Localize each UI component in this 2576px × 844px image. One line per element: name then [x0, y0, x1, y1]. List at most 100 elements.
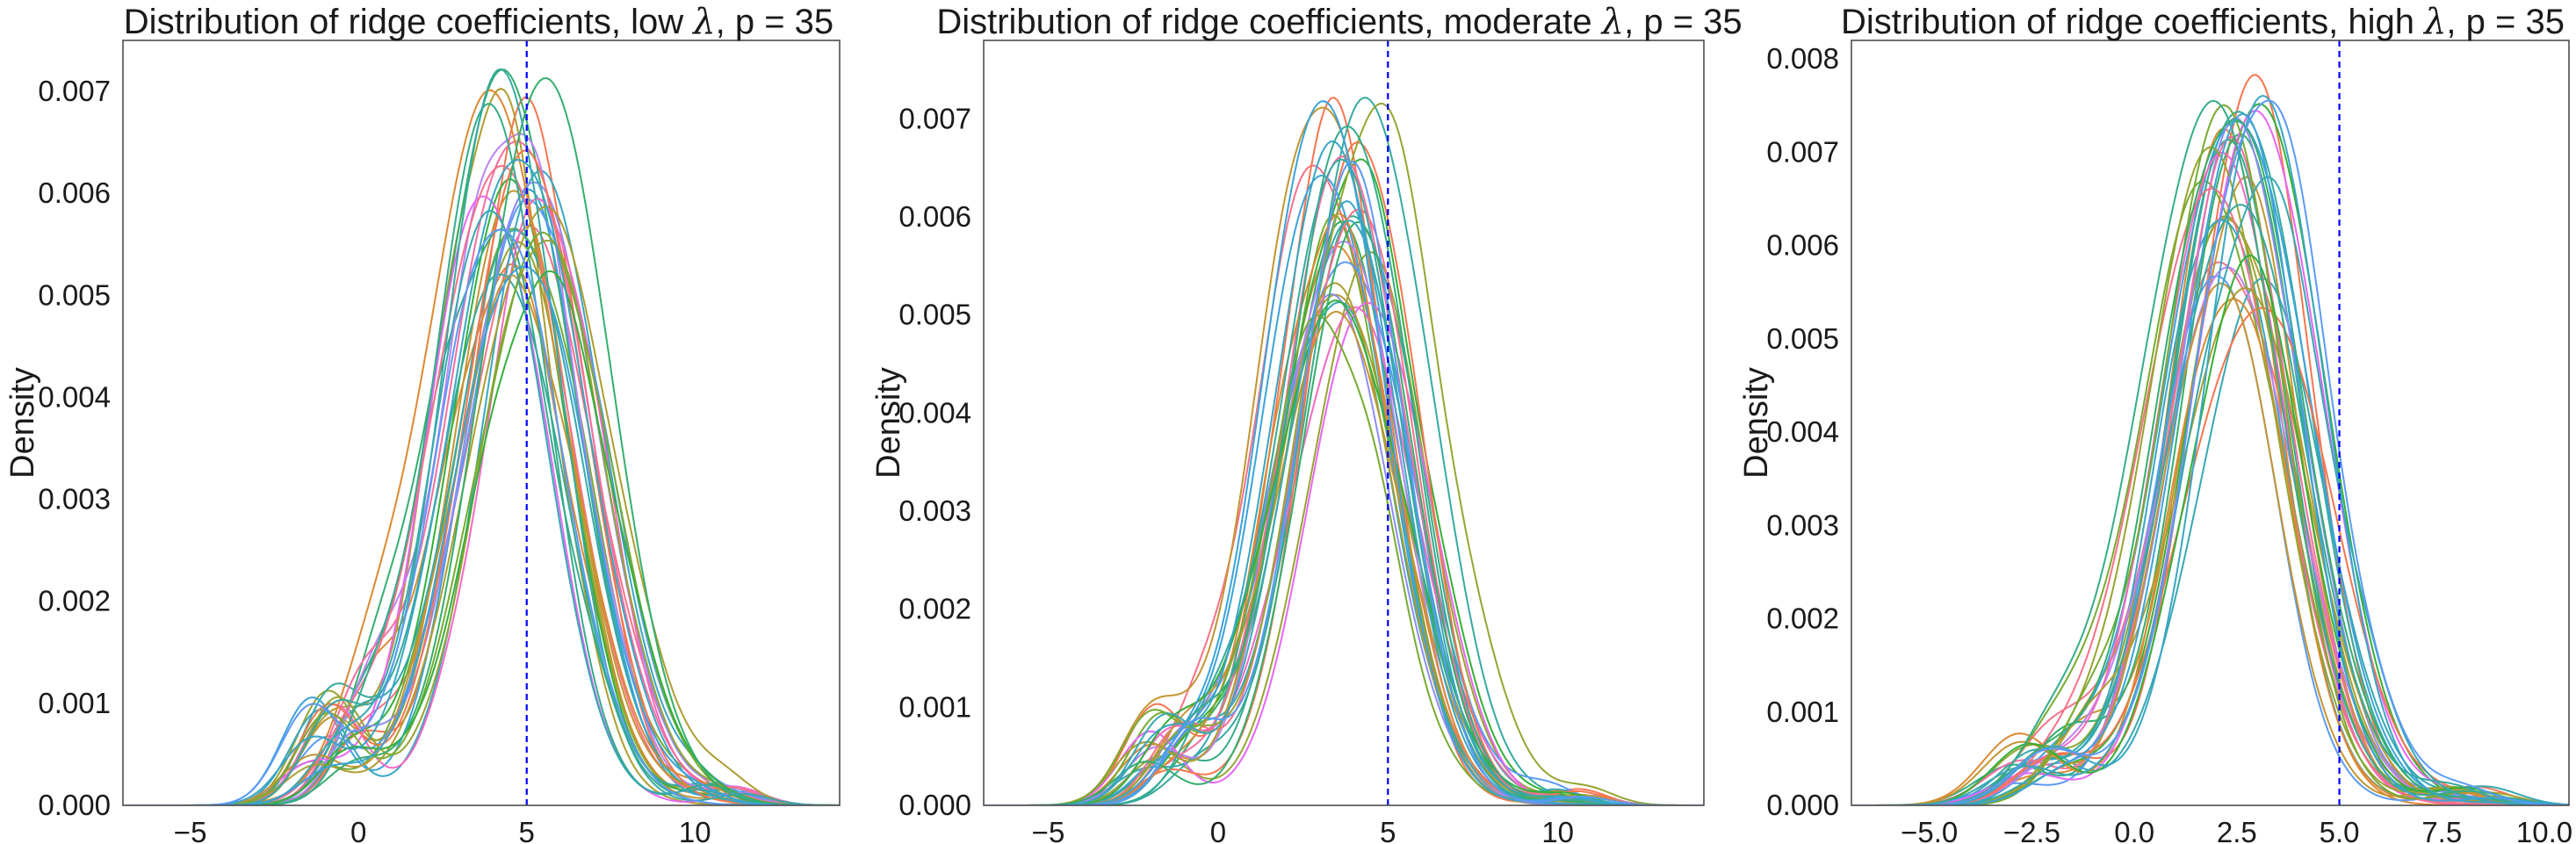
y-axis-label: Density — [1738, 367, 1775, 479]
title-text: , p = 35 — [1624, 3, 1743, 41]
density-curve — [1851, 307, 2569, 805]
density-curve — [123, 274, 840, 805]
density-curve — [1851, 219, 2569, 805]
density-curve — [123, 177, 840, 805]
density-curve — [984, 301, 1704, 805]
density-curve — [1851, 254, 2569, 805]
density-curves — [123, 68, 840, 805]
density-curve — [984, 220, 1704, 805]
x-tick-label: −5 — [174, 816, 207, 844]
y-tick-label: 0.002 — [38, 585, 111, 617]
x-tick-label: −5 — [1032, 816, 1065, 844]
x-tick-label: 0 — [350, 816, 366, 844]
y-tick-label: 0.006 — [1766, 229, 1839, 262]
density-curve — [984, 261, 1704, 805]
x-tick-label: −2.5 — [2003, 816, 2060, 844]
y-tick-label: 0.006 — [898, 200, 971, 233]
density-curve — [123, 158, 840, 805]
y-tick-label: 0.001 — [38, 687, 111, 719]
density-curve — [984, 282, 1704, 805]
density-curve — [984, 245, 1704, 805]
density-curve — [123, 195, 840, 805]
density-curve — [984, 314, 1704, 805]
density-curve — [1851, 286, 2569, 805]
density-curve — [123, 198, 840, 805]
panel-1: −5 0 5 10 0.000 0.001 0.002 0.003 0.004 0.005 0.00… — [4, 2, 841, 844]
density-curve — [984, 299, 1704, 805]
density-curve — [984, 140, 1704, 805]
density-curve — [984, 100, 1704, 805]
density-curve — [984, 174, 1704, 805]
density-curve — [984, 250, 1704, 805]
x-tick-label: 5 — [1380, 816, 1396, 844]
y-tick-label: 0.004 — [1766, 415, 1839, 448]
y-tick-label: 0.003 — [38, 483, 111, 516]
density-curve — [984, 158, 1704, 805]
density-curve — [1851, 139, 2569, 805]
density-curve — [984, 220, 1704, 805]
density-curve — [1851, 282, 2569, 805]
x-tick-label: 0.0 — [2114, 816, 2154, 844]
density-curve — [123, 209, 840, 805]
y-tick-label: 0.005 — [1766, 322, 1839, 355]
y-tick-label: 0.005 — [38, 278, 111, 311]
y-tick-label: 0.003 — [898, 494, 971, 527]
y-tick-label: 0.005 — [898, 299, 971, 331]
density-curve — [123, 228, 840, 805]
density-curve — [123, 198, 840, 805]
density-curve — [1851, 99, 2569, 805]
density-curve — [1851, 204, 2569, 805]
density-curve — [123, 231, 840, 805]
density-curve — [123, 170, 840, 805]
y-tick-label: 0.006 — [38, 177, 111, 209]
density-curve — [984, 240, 1704, 805]
density-curve — [984, 301, 1704, 805]
y-axis-label: Density — [870, 367, 907, 479]
y-tick-label: 0.008 — [1766, 42, 1839, 75]
density-curve — [984, 306, 1704, 805]
title-text: Distribution of ridge coefficients, high — [1841, 3, 2424, 41]
density-curves — [984, 97, 1704, 805]
density-curve — [1851, 120, 2569, 805]
density-curve — [1851, 112, 2569, 805]
density-curve — [123, 164, 840, 805]
panel-3: −5.0 −2.5 0.0 2.5 5.0 7.5 10.0 0.000 0.001 0.002 0… — [1738, 2, 2572, 844]
panel-2: −5 0 5 10 0.000 0.001 0.002 0.003 0.004 0.005 0.00… — [870, 2, 1743, 844]
lambda-symbol: λ — [691, 2, 715, 42]
axes-frame — [983, 40, 1705, 806]
density-curve — [1851, 217, 2569, 805]
density-curve — [1851, 151, 2569, 805]
density-curve — [984, 292, 1704, 805]
lambda-symbol: λ — [1600, 2, 1624, 42]
y-tick-label: 0.002 — [1766, 602, 1839, 635]
density-curve — [123, 265, 840, 805]
x-tick-label: 5 — [519, 816, 535, 844]
x-tick-label: 10.0 — [2516, 816, 2572, 844]
y-tick-label: 0.007 — [38, 75, 111, 107]
x-tick-label: 2.5 — [2217, 816, 2257, 844]
chart-title: Distribution of ridge coefficients, high… — [1841, 2, 2565, 42]
y-tick-label: 0.004 — [38, 380, 111, 413]
y-tick-label: 0.007 — [1766, 135, 1839, 168]
axes-frame — [1851, 40, 2570, 806]
y-tick-label: 0.003 — [1766, 509, 1839, 541]
y-tick-label: 0.000 — [898, 789, 971, 821]
density-curve — [123, 190, 840, 805]
density-curve — [984, 97, 1704, 805]
x-tick-label: 7.5 — [2421, 816, 2462, 844]
x-tick-label: 0 — [1210, 816, 1226, 844]
y-tick-label: 0.007 — [898, 102, 971, 134]
x-tick-label: 5.0 — [2320, 816, 2360, 844]
y-tick-label: 0.004 — [898, 396, 971, 429]
density-curve — [1851, 214, 2569, 805]
density-curve — [1851, 94, 2569, 805]
y-tick-label: 0.000 — [38, 789, 111, 821]
y-axis-label: Density — [4, 367, 41, 479]
x-tick-label: 10 — [679, 816, 711, 844]
density-curve — [1851, 136, 2569, 805]
lambda-symbol: λ — [2422, 2, 2446, 42]
y-tick-label: 0.000 — [1766, 789, 1839, 821]
density-curve — [984, 161, 1704, 805]
x-tick-label: 10 — [1541, 816, 1574, 844]
